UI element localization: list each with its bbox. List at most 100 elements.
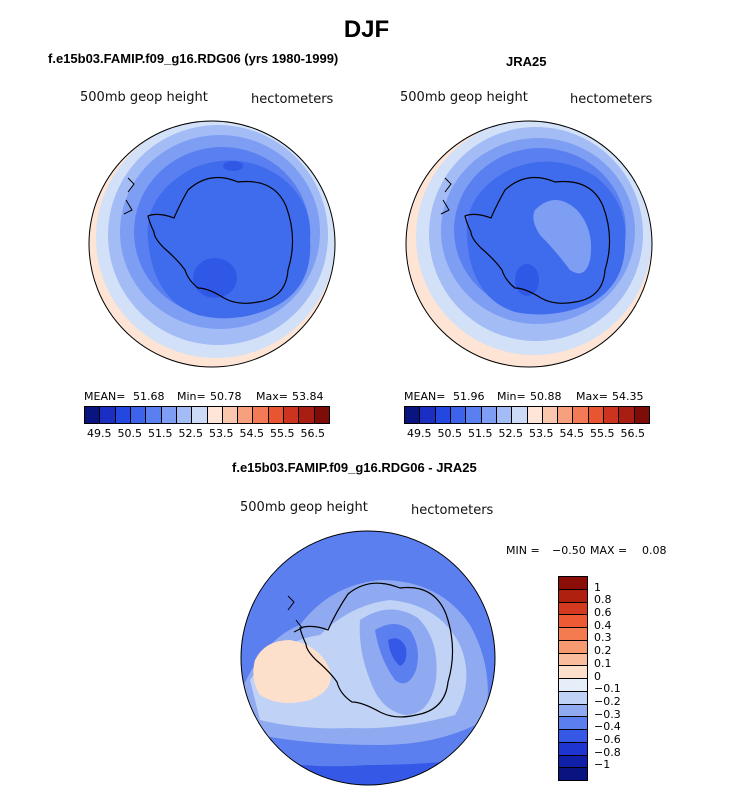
- colorbar-tick-label: 50.5: [437, 427, 463, 440]
- panel-2-units: hectometers: [570, 92, 653, 107]
- panel-2-mean-value: 51.96: [453, 390, 485, 403]
- colorbar-swatch: [100, 407, 116, 423]
- colorbar-swatch: [238, 407, 254, 423]
- colorbar-swatch: [420, 407, 436, 423]
- colorbar-swatch: [85, 407, 101, 423]
- panel-1-max-value: 53.84: [292, 390, 324, 403]
- colorbar-swatch: [559, 640, 587, 654]
- difference-variable: 500mb geop height: [240, 500, 368, 515]
- colorbar-tick-label: 0: [594, 669, 601, 683]
- colorbar-tick-label: 55.5: [590, 427, 615, 440]
- colorbar-swatch: [559, 679, 587, 692]
- colorbar-swatch: [268, 407, 285, 423]
- colorbar-swatch: [573, 407, 589, 423]
- panel-2-title: JRA25: [506, 54, 547, 69]
- panel-1-title: f.e15b03.FAMIP.f09_g16.RDG06 (yrs 1980-1…: [48, 51, 339, 66]
- colorbar-tick-label: 0.8: [594, 593, 612, 607]
- colorbar-tick-label: 52.5: [178, 427, 204, 440]
- panel-2-colorbar: [404, 406, 650, 424]
- page-title: DJF: [343, 16, 390, 43]
- colorbar-swatch: [496, 407, 513, 423]
- colorbar-swatch: [558, 407, 574, 423]
- panel-1-variable: 500mb geop height: [80, 90, 208, 105]
- colorbar-swatch: [161, 407, 177, 423]
- colorbar-tick-label: 0.2: [594, 644, 612, 658]
- colorbar-swatch: [559, 730, 587, 743]
- colorbar-tick-label: 1: [594, 580, 601, 594]
- colorbar-tick-label: 56.5: [300, 427, 326, 440]
- difference-units: hectometers: [411, 503, 494, 518]
- difference-min-label: MIN =: [506, 544, 540, 557]
- colorbar-swatch: [634, 407, 649, 423]
- colorbar-swatch: [559, 653, 587, 667]
- colorbar-tick-label: 53.5: [529, 427, 554, 440]
- panel-2-mean-label: MEAN=: [404, 390, 446, 403]
- panel-1-mean-value: 51.68: [133, 390, 165, 403]
- colorbar-tick-label: 54.5: [239, 427, 265, 440]
- colorbar-swatch: [559, 615, 587, 628]
- colorbar-swatch: [192, 407, 208, 423]
- colorbar-swatch: [405, 407, 421, 423]
- colorbar-swatch: [284, 407, 300, 423]
- colorbar-swatch: [130, 407, 147, 423]
- colorbar-swatch: [559, 589, 587, 603]
- colorbar-swatch: [604, 407, 620, 423]
- colorbar-swatch: [481, 407, 497, 423]
- colorbar-swatch: [176, 407, 193, 423]
- panel-1-min-label: Min=: [177, 390, 206, 403]
- panel-1-max-label: Max=: [256, 390, 288, 403]
- colorbar-swatch: [559, 691, 587, 705]
- colorbar-swatch: [299, 407, 315, 423]
- panel-1-colorbar: [84, 406, 330, 424]
- colorbar-swatch: [512, 407, 528, 423]
- colorbar-swatch: [207, 407, 223, 423]
- colorbar-swatch: [222, 407, 239, 423]
- colorbar-tick-label: −0.3: [594, 707, 621, 721]
- colorbar-swatch: [559, 717, 587, 730]
- colorbar-tick-label: 0.1: [594, 657, 612, 671]
- colorbar-swatch: [559, 755, 587, 769]
- colorbar-swatch: [146, 407, 162, 423]
- colorbar-tick-label: −0.6: [594, 733, 621, 747]
- colorbar-tick-label: 0.6: [594, 606, 612, 620]
- colorbar-swatch: [314, 407, 329, 423]
- colorbar-tick-label: 49.5: [87, 427, 112, 440]
- panel-1-min-value: 50.78: [210, 390, 242, 403]
- difference-max-label: MAX =: [590, 544, 628, 557]
- colorbar-tick-label: 0.3: [594, 631, 612, 645]
- difference-min-value: −0.50: [552, 544, 586, 557]
- colorbar-swatch: [115, 407, 131, 423]
- panel-2-max-value: 54.35: [612, 390, 644, 403]
- difference-map: [240, 530, 496, 786]
- colorbar-swatch: [559, 704, 587, 718]
- colorbar-tick-label: 51.5: [468, 427, 493, 440]
- colorbar-swatch: [253, 407, 269, 423]
- difference-colorbar-labels: 1 0.8 0.6 0.4 0.3 0.2 0.1 0 −0.1 −0.2 −0.3 −0.4 −0.6…: [594, 576, 654, 779]
- colorbar-tick-label: 49.5: [407, 427, 432, 440]
- colorbar-swatch: [588, 407, 605, 423]
- colorbar-swatch: [542, 407, 559, 423]
- colorbar-swatch: [559, 666, 587, 679]
- colorbar-swatch: [559, 602, 587, 616]
- colorbar-swatch: [559, 768, 587, 780]
- colorbar-tick-label: −0.8: [594, 745, 621, 759]
- colorbar-tick-label: 52.5: [498, 427, 524, 440]
- colorbar-tick-label: 51.5: [148, 427, 173, 440]
- colorbar-tick-label: 0.4: [594, 618, 612, 632]
- panel-1-mean-label: MEAN=: [84, 390, 126, 403]
- panel-2-map: [405, 120, 653, 368]
- colorbar-swatch: [435, 407, 451, 423]
- colorbar-tick-label: 54.5: [559, 427, 585, 440]
- difference-max-value: 0.08: [642, 544, 667, 557]
- colorbar-swatch: [619, 407, 635, 423]
- colorbar-swatch: [559, 628, 587, 641]
- colorbar-swatch: [559, 577, 587, 590]
- colorbar-tick-label: −1: [594, 758, 611, 772]
- panel-2-min-label: Min=: [497, 390, 526, 403]
- colorbar-tick-label: 55.5: [270, 427, 295, 440]
- panel-1-map: [88, 120, 336, 368]
- difference-title: f.e15b03.FAMIP.f09_g16.RDG06 - JRA25: [232, 460, 477, 475]
- colorbar-tick-label: −0.2: [594, 695, 621, 709]
- colorbar-tick-label: −0.4: [594, 720, 621, 734]
- colorbar-swatch: [450, 407, 467, 423]
